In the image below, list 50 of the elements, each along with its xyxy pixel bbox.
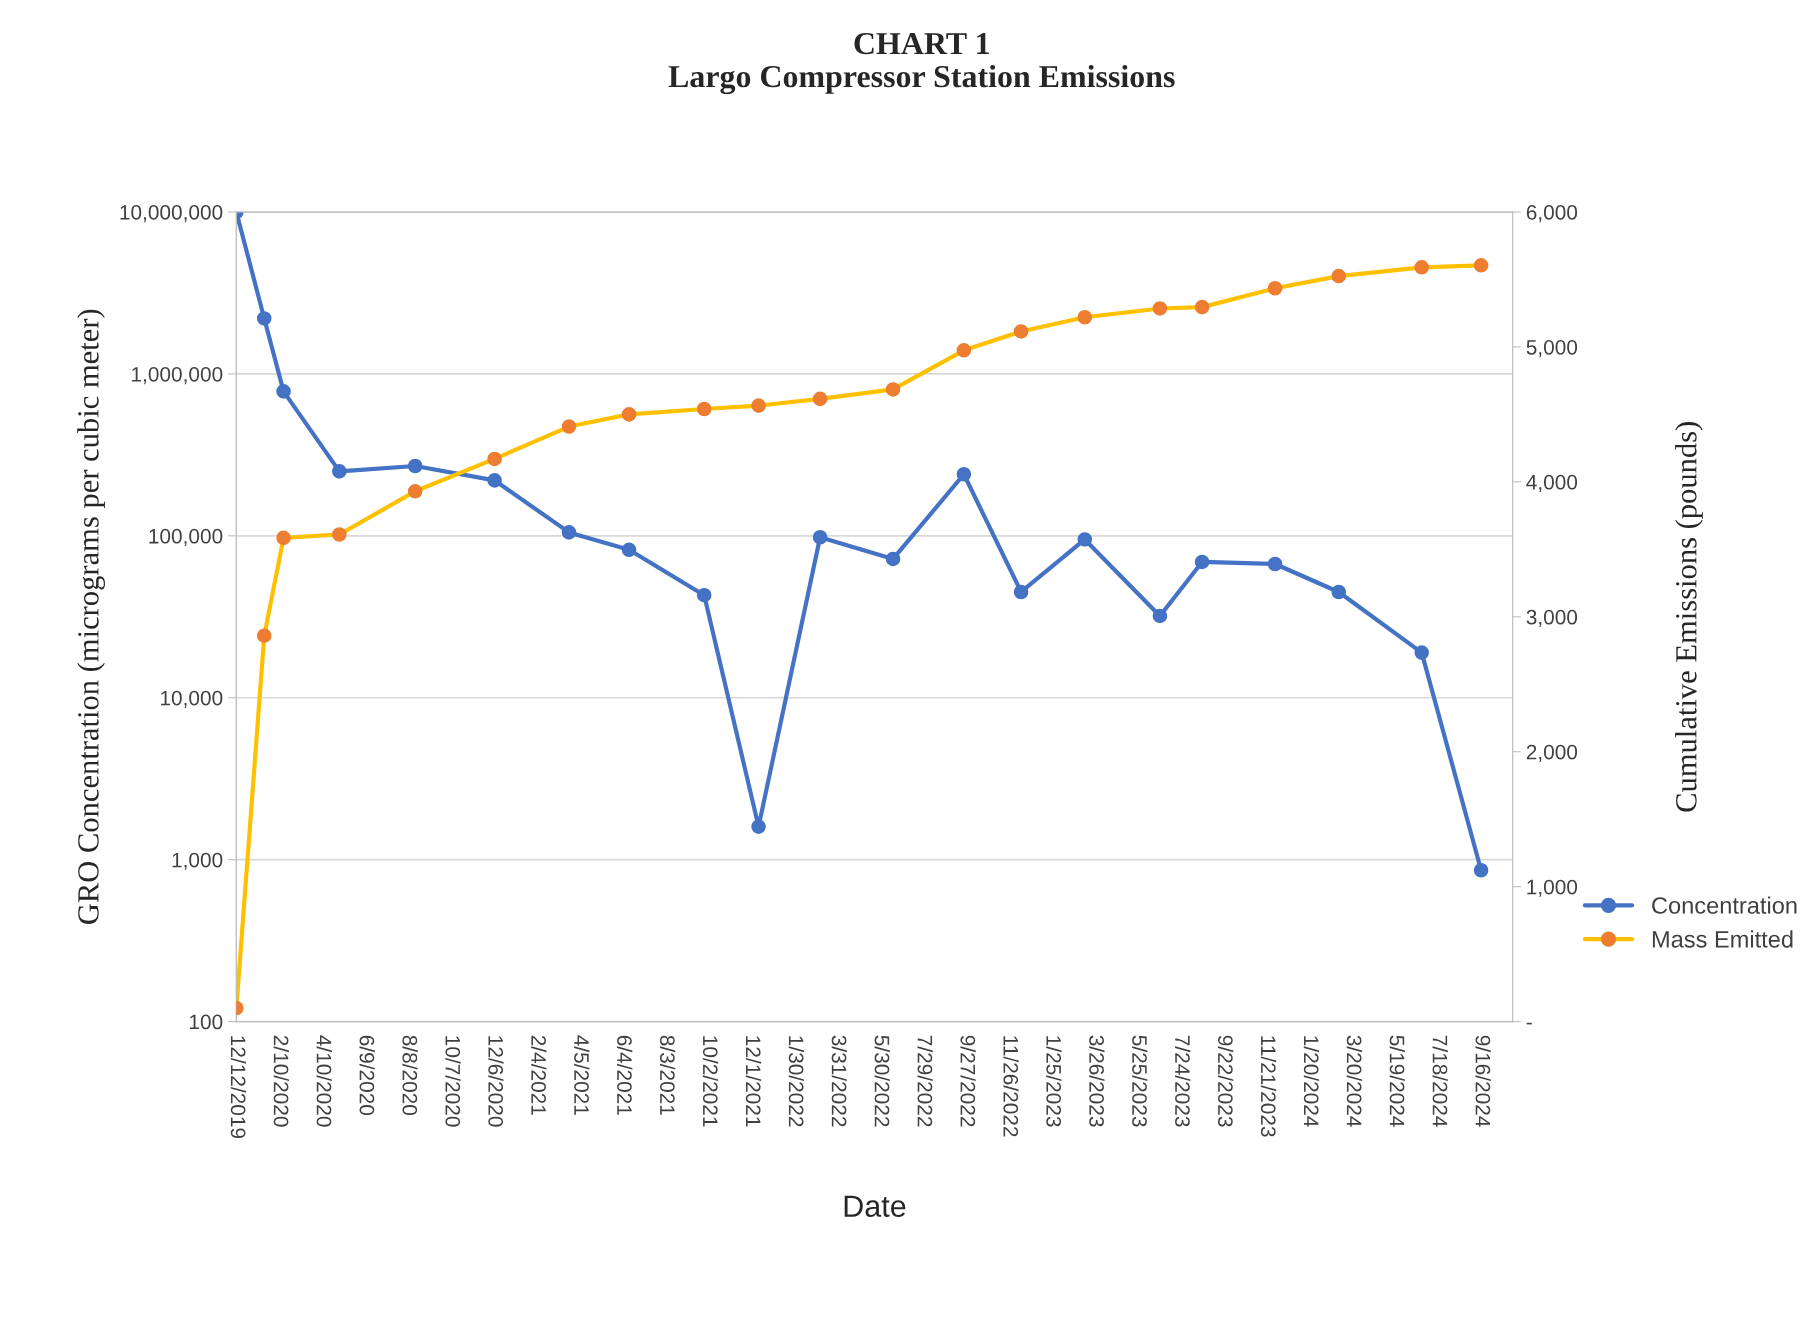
x-tick-label: 7/18/2024 [1432, 1035, 1448, 1127]
x-tick-label: 5/30/2022 [874, 1035, 890, 1127]
x-tick-label: 3/31/2022 [831, 1035, 847, 1127]
x-tick-label: 6/4/2021 [617, 1035, 633, 1115]
x-tick-label: 8/8/2020 [402, 1035, 418, 1116]
x-tick-label: 3/20/2024 [1346, 1035, 1363, 1127]
x-tick-label: 9/16/2024 [1475, 1035, 1491, 1127]
x-tick-label: 2/10/2020 [273, 1035, 289, 1127]
y2-tick-label: 1,000 [1527, 879, 1578, 897]
x-tick-label: 12/1/2021 [745, 1036, 762, 1127]
x-tick-label: 12/6/2020 [488, 1036, 504, 1127]
y2-tick-label: 6,000 [1526, 205, 1578, 223]
x-tick-label: 7/29/2022 [917, 1035, 933, 1127]
x-tick-label: 3/26/2023 [1089, 1035, 1105, 1127]
y2-axis-title: Cumulative Emissions (pounds) [1675, 422, 1703, 812]
x-tick-label: 5/25/2023 [1132, 1035, 1148, 1127]
y-axis-title: GRO Concentration (micrograms per cubic meter) [77, 309, 105, 924]
legend-label: Mass Emitted [1652, 930, 1793, 948]
x-tick-label: 7/24/2023 [1175, 1035, 1191, 1127]
x-tick-label: 10/2/2021 [702, 1036, 719, 1127]
x-tick-label: 9/27/2022 [960, 1035, 976, 1127]
y2-tick-label: 2,000 [1526, 744, 1578, 762]
y-tick-label: 1,000,000 [132, 366, 223, 385]
y-tick-label: 10,000,000 [120, 205, 223, 223]
x-tick-label: 11/21/2023 [1260, 1036, 1277, 1137]
chart-title: CHART 1 [854, 32, 989, 55]
x-tick-label: 11/26/2022 [1003, 1036, 1019, 1137]
x-tick-label: 5/19/2024 [1389, 1035, 1405, 1127]
x-tick-label: 1/30/2022 [788, 1036, 805, 1127]
x-tick-label: 10/7/2020 [445, 1036, 461, 1127]
chart-subtitle: Largo Compressor Station Emissions [668, 64, 1175, 95]
y-tick-label: 100,000 [149, 528, 223, 547]
x-tick-label: 6/9/2020 [359, 1035, 375, 1116]
y-tick-label: 1,000 [172, 852, 223, 870]
x-axis-title: Date [844, 1195, 906, 1218]
y-tick-label: 100 [189, 1014, 223, 1030]
y2-tick-label: - [1526, 1022, 1532, 1025]
y2-tick-label: 4,000 [1526, 474, 1578, 493]
x-tick-label: 2/4/2021 [531, 1035, 547, 1115]
x-tick-label: 9/22/2023 [1217, 1035, 1234, 1127]
y2-tick-label: 5,000 [1526, 339, 1578, 358]
x-tick-label: 4/10/2020 [316, 1035, 332, 1127]
y-tick-label: 10,000 [161, 690, 223, 708]
x-tick-label: 1/20/2024 [1303, 1036, 1320, 1127]
x-tick-label: 8/3/2021 [659, 1035, 676, 1115]
legend-label: Concentration [1652, 896, 1797, 914]
x-tick-label: 12/12/2019 [230, 1036, 247, 1139]
y2-tick-label: 3,000 [1526, 609, 1578, 627]
x-tick-label: 1/25/2023 [1046, 1036, 1062, 1127]
x-tick-label: 4/5/2021 [574, 1035, 590, 1115]
